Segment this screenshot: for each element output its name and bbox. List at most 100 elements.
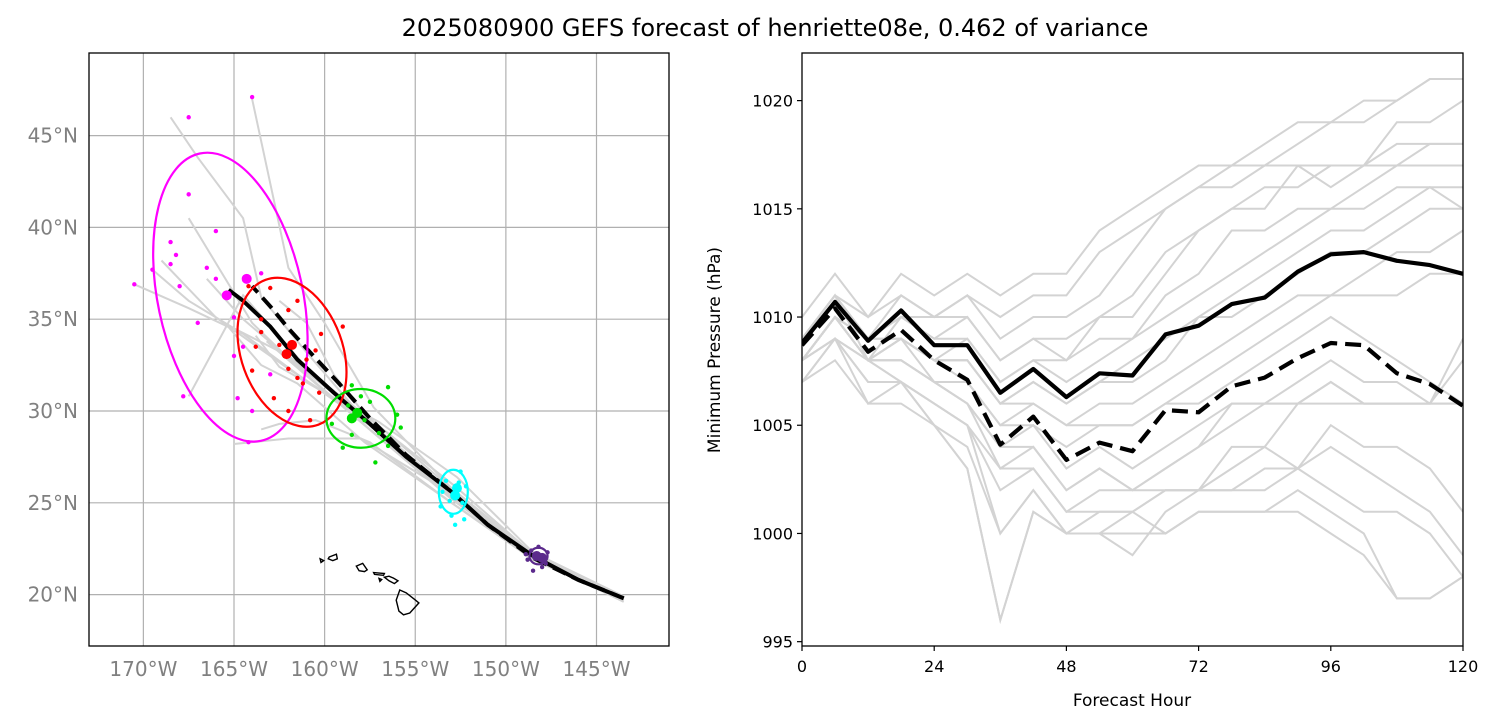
member-position-dot xyxy=(249,408,255,414)
reference-pressure-line xyxy=(802,306,1463,462)
member-position-dot xyxy=(539,564,545,570)
member-position-dot xyxy=(204,265,210,271)
member-position-dot xyxy=(313,348,318,353)
member-position-dot xyxy=(458,469,463,474)
member-position-dot xyxy=(525,557,530,562)
member-position-dot xyxy=(460,500,465,505)
island-outline xyxy=(382,575,400,585)
map-lon-tick-label: 165°W xyxy=(200,657,268,681)
mean-tracks xyxy=(227,284,625,601)
member-position-dot xyxy=(523,552,529,557)
member-position-dot xyxy=(177,283,182,289)
map-frame xyxy=(88,52,670,647)
member-track xyxy=(169,116,625,602)
member-pressure-lines xyxy=(802,78,1463,624)
uncertainty-ellipse xyxy=(325,387,397,449)
pressure-ticks: 0 24 48 72 96 120 995 1000 1005 1010 1015 1020 xyxy=(752,92,1478,676)
map-lat-tick-label: 45°N xyxy=(28,124,78,148)
member-position-dot xyxy=(307,417,313,423)
member-position-dot xyxy=(373,460,378,465)
x-tick-label: 72 xyxy=(1188,657,1208,676)
island-outline xyxy=(377,577,383,583)
x-tick-label: 0 xyxy=(797,657,807,676)
member-pressure-line xyxy=(802,315,1463,449)
member-position-dot xyxy=(304,357,309,362)
member-position-dot xyxy=(168,261,173,267)
member-position-dot xyxy=(316,390,322,395)
member-position-dot xyxy=(452,522,458,528)
y-tick-label: 995 xyxy=(762,633,793,652)
map-lat-tick-label: 20°N xyxy=(28,583,78,607)
y-axis-label: Minimum Pressure (hPa) xyxy=(705,247,725,453)
member-position-dot xyxy=(398,425,403,430)
member-position-dot xyxy=(349,383,355,388)
map-lon-tick-label: 160°W xyxy=(291,657,359,681)
map-tick-labels: 170°W 165°W 160°W 155°W 150°W 145°W 20°N 25°N 30… xyxy=(28,124,631,681)
reference-position-marker xyxy=(346,413,357,424)
member-position-dot xyxy=(253,344,258,349)
member-position-dot xyxy=(258,329,264,335)
map-lat-tick-label: 25°N xyxy=(28,491,78,515)
uncertainty-ellipses xyxy=(152,151,549,566)
member-position-dot xyxy=(362,417,367,423)
member-position-dot xyxy=(213,276,219,282)
uncertainty-ellipse xyxy=(152,151,309,443)
island-outline xyxy=(395,589,420,616)
member-track xyxy=(254,335,625,598)
uncertainty-ellipse xyxy=(437,468,469,515)
x-tick-label: 48 xyxy=(1056,657,1076,676)
member-position-dot xyxy=(367,399,373,405)
mean-position-marker xyxy=(287,339,297,350)
figure-title: 2025080900 GEFS forecast of henriette08e… xyxy=(402,14,1149,42)
member-position-dot xyxy=(249,94,255,100)
member-position-dot xyxy=(340,324,345,329)
member-position-dot xyxy=(150,267,155,272)
x-tick-label: 24 xyxy=(924,657,944,676)
member-position-dot xyxy=(385,384,391,390)
member-position-dot xyxy=(186,115,191,120)
member-position-dot xyxy=(195,320,200,326)
member-position-dot xyxy=(376,430,382,436)
member-position-dot xyxy=(443,478,449,483)
member-position-dot xyxy=(440,489,445,494)
member-track xyxy=(187,217,625,600)
y-tick-label: 1015 xyxy=(752,200,793,219)
x-tick-label: 120 xyxy=(1448,657,1479,676)
member-position-dot xyxy=(329,421,335,427)
member-position-dot xyxy=(463,484,469,489)
member-position-dot xyxy=(530,568,536,573)
reference-position-marker xyxy=(537,552,548,563)
member-position-dot xyxy=(394,412,400,417)
island-outline xyxy=(319,557,326,564)
member-position-dot xyxy=(132,282,137,287)
map-lat-tick-label: 35°N xyxy=(28,307,78,331)
member-position-dot xyxy=(438,504,443,509)
member-pressure-line xyxy=(802,78,1463,319)
member-position-dot xyxy=(231,315,237,320)
member-position-dot xyxy=(246,440,251,445)
member-position-dot xyxy=(258,317,264,322)
member-track xyxy=(278,300,625,600)
member-position-dot xyxy=(447,498,452,504)
y-tick-label: 1020 xyxy=(752,92,793,111)
member-position-dot xyxy=(349,432,355,438)
member-position-dot xyxy=(536,544,541,550)
member-position-dot xyxy=(246,283,251,289)
member-position-dot xyxy=(173,252,179,258)
mean-position-marker xyxy=(241,273,252,284)
pressure-chart: 0 24 48 72 96 120 995 1000 1005 1010 1015 1020 Fore… xyxy=(705,52,1478,711)
y-tick-label: 1005 xyxy=(752,416,793,435)
member-position-dot xyxy=(318,331,324,337)
member-position-dot xyxy=(235,395,240,401)
member-position-dot xyxy=(385,443,391,449)
mean-track-line xyxy=(227,288,625,601)
member-track xyxy=(224,322,625,600)
member-position-dot xyxy=(271,395,277,401)
x-tick-label: 96 xyxy=(1321,657,1341,676)
hawaii-coastline xyxy=(319,553,420,616)
member-position-dot xyxy=(249,368,255,373)
member-position-dot xyxy=(277,342,282,348)
member-position-dot xyxy=(295,375,300,381)
member-position-dot xyxy=(240,344,246,349)
